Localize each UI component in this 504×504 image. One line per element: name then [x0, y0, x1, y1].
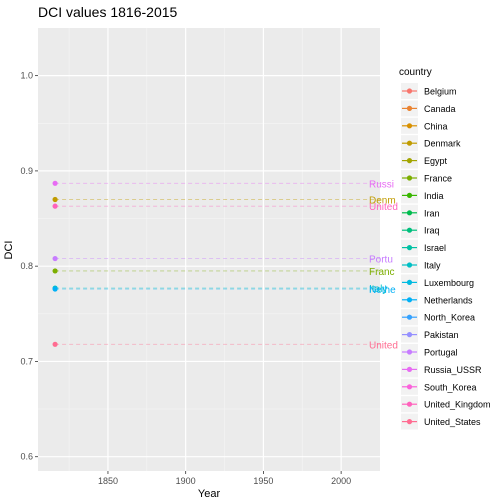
legend-item: China — [401, 117, 448, 134]
legend-item: India — [401, 187, 444, 204]
y-axis-title: DCI — [3, 241, 15, 260]
legend-key-point — [406, 123, 413, 129]
legend-key-point — [406, 192, 413, 198]
legend-label: Netherlands — [424, 295, 473, 305]
grid-major — [38, 28, 380, 471]
data-point — [52, 255, 58, 262]
legend-item: United_States — [401, 413, 481, 430]
legend-label: Italy — [424, 261, 441, 271]
legend-key-point — [406, 297, 413, 303]
legend-item: Russia_USSR — [401, 361, 482, 378]
end-label: Nethe — [369, 285, 396, 296]
x-axis-ticks: 1850 1900 1950 2000 — [98, 471, 351, 486]
end-label: United — [369, 340, 398, 351]
legend-item: Belgium — [401, 83, 457, 99]
y-axis-ticks: 0.6 0.7 0.8 0.9 1.0 — [20, 71, 38, 462]
legend-item: Canada — [401, 100, 456, 117]
legend-label: Luxembourg — [424, 278, 474, 288]
legend-label: United_States — [424, 417, 481, 427]
legend-item: Luxembourg — [401, 274, 474, 291]
legend-label: Canada — [424, 104, 456, 114]
legend-item: South_Korea — [401, 378, 477, 395]
legend-key-point — [406, 279, 413, 285]
data-points — [52, 180, 58, 347]
legend-key-point — [406, 314, 413, 320]
legend-key-point — [406, 419, 413, 425]
legend-item: Denmark — [401, 135, 461, 152]
x-tick-label: 1900 — [176, 476, 196, 486]
y-tick-label: 0.7 — [20, 356, 33, 366]
legend-label: Russia_USSR — [424, 365, 482, 375]
legend-label: Iran — [424, 208, 440, 218]
y-tick-label: 1.0 — [20, 71, 33, 81]
x-tick-label: 2000 — [331, 476, 351, 486]
legend-label: France — [424, 174, 452, 184]
legend: country Belgium Canada China Denmark Egypt Fr… — [399, 67, 491, 430]
legend-label: United_Kingdom — [424, 400, 491, 410]
legend-item: Italy — [401, 257, 441, 273]
legend-label: North_Korea — [424, 313, 475, 323]
legend-title: country — [399, 67, 432, 78]
legend-key-point — [406, 349, 413, 355]
legend-key-point — [406, 140, 413, 146]
legend-label: Pakistan — [424, 330, 459, 340]
end-label: Portu — [369, 255, 393, 266]
legend-label: Belgium — [424, 87, 457, 97]
legend-key-point — [406, 210, 413, 216]
legend-label: India — [424, 191, 444, 201]
legend-key-point — [406, 105, 413, 111]
legend-label: China — [424, 121, 448, 131]
chart-title: DCI values 1816-2015 — [38, 4, 178, 20]
legend-item: Portugal — [401, 344, 458, 360]
y-tick-label: 0.6 — [20, 452, 33, 462]
legend-key-point — [406, 227, 413, 233]
legend-key-point — [406, 384, 413, 390]
legend-key-point — [406, 158, 413, 164]
legend-label: Portugal — [424, 348, 458, 358]
plot-panel — [38, 28, 380, 471]
data-point — [52, 196, 58, 203]
data-point — [52, 341, 58, 347]
legend-label: Israel — [424, 243, 446, 253]
end-label: Denm — [369, 195, 396, 206]
legend-key-point — [406, 175, 413, 181]
legend-item: North_Korea — [401, 309, 475, 326]
legend-key-point — [406, 366, 413, 372]
legend-key-point — [406, 401, 413, 407]
data-point — [52, 286, 58, 292]
data-point — [52, 180, 58, 186]
x-axis-title: Year — [198, 488, 221, 500]
end-label: Italy — [369, 284, 387, 295]
end-label: Franc — [369, 267, 395, 278]
legend-item: Egypt — [401, 152, 448, 169]
legend-item: Iraq — [401, 222, 440, 239]
end-labels: RussiDenmUnitedPortuFrancItalyNetheUnite… — [369, 179, 398, 351]
legend-item: Israel — [401, 239, 446, 256]
y-tick-label: 0.9 — [20, 166, 33, 176]
legend-item: Netherlands — [401, 291, 473, 308]
x-tick-label: 1850 — [98, 476, 118, 486]
legend-key-point — [406, 245, 413, 251]
legend-item: France — [401, 170, 452, 186]
y-tick-label: 0.8 — [20, 261, 33, 271]
reference-lines — [55, 182, 380, 345]
legend-label: Egypt — [424, 156, 448, 166]
legend-label: Denmark — [424, 139, 461, 149]
x-tick-label: 1950 — [253, 476, 273, 486]
end-label: United — [369, 202, 398, 213]
legend-key-point — [406, 262, 413, 268]
legend-item: Iran — [401, 204, 440, 221]
legend-key-point — [406, 88, 413, 94]
legend-item: United_Kingdom — [401, 396, 491, 413]
grid-minor — [38, 28, 380, 471]
end-label: Russi — [369, 179, 394, 190]
legend-key-point — [406, 332, 413, 338]
data-point — [52, 203, 58, 209]
data-point — [52, 268, 58, 274]
legend-item: Pakistan — [401, 326, 459, 343]
legend-label: Iraq — [424, 226, 440, 236]
legend-label: South_Korea — [424, 382, 477, 392]
